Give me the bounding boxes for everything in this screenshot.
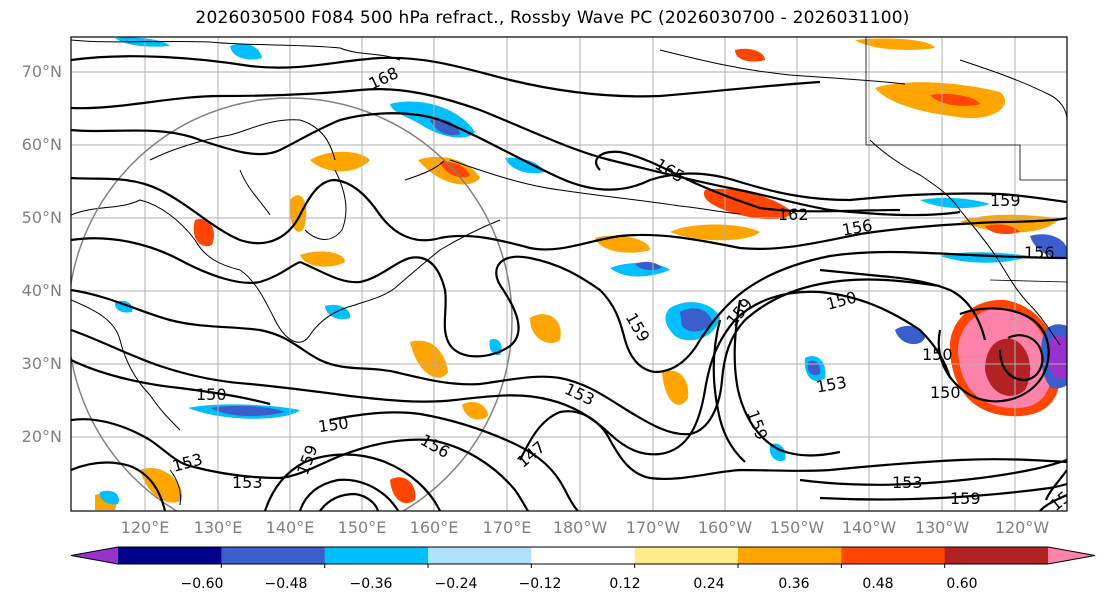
colorbar-segment (634, 547, 739, 564)
colorbar-tick-label: −0.60 (180, 576, 224, 592)
contour-label: 150 (922, 345, 953, 364)
lat-label-60n: 60°N (21, 135, 62, 154)
lat-label-70n: 70°N (21, 62, 62, 81)
lon-label: 120°W (994, 518, 1050, 537)
lat-label-50n: 50°N (21, 208, 62, 227)
contour-labels: 168 165 162 156 159 156 150 159 159 150 … (170, 63, 1067, 511)
colorbar-tick-label: −0.24 (434, 576, 478, 592)
lat-label-30n: 30°N (21, 354, 62, 373)
colorbar-tick-label: 0.12 (609, 576, 641, 592)
colorbar-tick-label: 0.60 (946, 576, 978, 592)
colorbar-segment (324, 547, 429, 564)
lon-label: 180°W (552, 518, 608, 537)
colorbar-extend-min (71, 547, 118, 564)
colorbar-tick-label: −0.12 (518, 576, 562, 592)
contour-label: 150 (317, 413, 350, 436)
lon-label: 170°W (625, 518, 681, 537)
height-contours (71, 55, 1067, 511)
lon-label: 130°E (193, 518, 243, 537)
coastlines (71, 39, 1067, 506)
colorbar-segment (738, 547, 842, 564)
contour-label: 162 (778, 205, 809, 224)
lon-label: 160°E (409, 518, 459, 537)
lat-label-40n: 40°N (21, 281, 62, 300)
colorbar-extend-max (1048, 547, 1095, 564)
contour-label: 153 (892, 473, 923, 492)
colorbar-segment (944, 547, 1049, 564)
lon-label: 160°W (697, 518, 753, 537)
colorbar-segment (428, 547, 532, 564)
lon-label: 170°E (482, 518, 532, 537)
colorbar-outline (70, 546, 1096, 565)
colorbar-segment (221, 547, 326, 564)
anomaly-shading (95, 37, 1067, 510)
borders (865, 37, 1067, 283)
colorbar-segment (118, 547, 222, 564)
contour-label: 159 (950, 489, 981, 508)
contour-label: 150 (196, 385, 227, 404)
colorbar (70, 546, 1096, 568)
colorbar-tick-label: −0.36 (349, 576, 393, 592)
lat-label-20n: 20°N (21, 427, 62, 446)
lon-label: 150°W (769, 518, 825, 537)
lon-label: 150°E (337, 518, 387, 537)
colorbar-segment (841, 547, 946, 564)
map-area: 168 165 162 156 159 156 150 159 159 150 … (71, 37, 1067, 511)
colorbar-tick-label: 0.24 (693, 576, 725, 592)
colorbar-tick-label: 0.36 (778, 576, 810, 592)
colorbar-tick-label: 0.48 (862, 576, 894, 592)
rossby-circle (71, 97, 513, 511)
lon-label: 140°E (265, 518, 315, 537)
lon-label: 140°W (841, 518, 897, 537)
contour-label: 153 (232, 473, 263, 492)
colorbar-segment (531, 547, 636, 564)
lon-label: 130°W (914, 518, 970, 537)
contour-label: 159 (990, 191, 1021, 210)
colorbar-tick-label: −0.48 (264, 576, 308, 592)
contour-label: 156 (1024, 243, 1055, 262)
map-title: 2026030500 F084 500 hPa refract., Rossby… (195, 8, 910, 28)
lon-label: 120°E (120, 518, 170, 537)
map-frame (70, 36, 1068, 512)
contour-label: 150 (930, 383, 961, 402)
